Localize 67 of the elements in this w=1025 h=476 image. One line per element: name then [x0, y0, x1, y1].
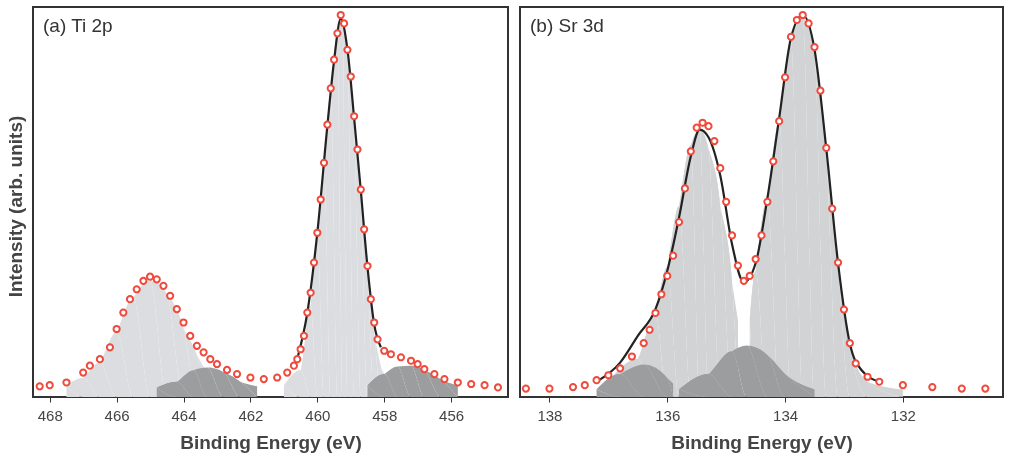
- x-tick-label: 136: [655, 406, 681, 424]
- point: [545, 384, 554, 393]
- point: [639, 339, 648, 348]
- x-axis-title: Binding Energy (eV): [180, 431, 362, 453]
- point: [692, 123, 701, 132]
- point: [775, 117, 784, 126]
- point: [898, 381, 907, 390]
- point: [716, 164, 725, 173]
- point: [745, 271, 754, 280]
- point: [804, 19, 813, 28]
- point: [810, 43, 819, 52]
- point: [928, 382, 937, 392]
- x-tick-label: 456: [439, 406, 465, 424]
- point: [645, 325, 654, 334]
- point: [733, 261, 743, 270]
- y-axis-title: Intensity (arb. units): [4, 115, 26, 298]
- point: [786, 32, 796, 41]
- point: [739, 276, 748, 285]
- x-tick-label: 460: [305, 406, 331, 424]
- point: [757, 231, 766, 240]
- point: [698, 118, 707, 127]
- point: [722, 197, 731, 206]
- point: [875, 377, 884, 386]
- point: [616, 364, 625, 373]
- annotation: (b) Sr 3d: [530, 15, 604, 36]
- annotation: (a) Ti 2p: [43, 15, 113, 36]
- point: [957, 384, 966, 393]
- point: [828, 204, 837, 213]
- point: [822, 143, 831, 153]
- point: [704, 122, 713, 131]
- x-tick-label: 458: [372, 406, 398, 424]
- point: [627, 352, 636, 361]
- x-tick-label: 132: [890, 406, 916, 424]
- point: [568, 382, 578, 392]
- point: [669, 251, 678, 260]
- point: [833, 258, 843, 267]
- point: [780, 73, 790, 82]
- point: [798, 10, 807, 20]
- point: [981, 384, 990, 393]
- point: [792, 15, 801, 25]
- x-axis-title: Binding Energy (eV): [671, 431, 853, 453]
- point: [521, 384, 530, 393]
- point: [851, 359, 860, 368]
- point: [816, 86, 825, 95]
- point: [604, 371, 613, 380]
- point: [863, 372, 872, 381]
- x-tick-label: 466: [104, 406, 130, 424]
- point: [674, 217, 684, 227]
- x-tick-label: 138: [537, 406, 563, 424]
- point: [657, 290, 666, 299]
- x-tick-label: 468: [37, 406, 63, 424]
- point: [580, 381, 589, 390]
- x-tick-label: 464: [171, 406, 197, 424]
- point: [592, 376, 601, 385]
- point: [710, 136, 719, 146]
- point: [751, 255, 760, 264]
- point: [727, 231, 737, 240]
- x-tick-label: 462: [238, 406, 264, 424]
- x-tick-label: 134: [773, 406, 799, 424]
- point: [769, 157, 778, 166]
- point: [839, 305, 849, 314]
- point: [686, 147, 695, 156]
- point: [663, 271, 672, 280]
- point: [680, 184, 690, 193]
- point: [763, 197, 772, 206]
- point: [651, 308, 660, 318]
- point: [845, 339, 854, 348]
